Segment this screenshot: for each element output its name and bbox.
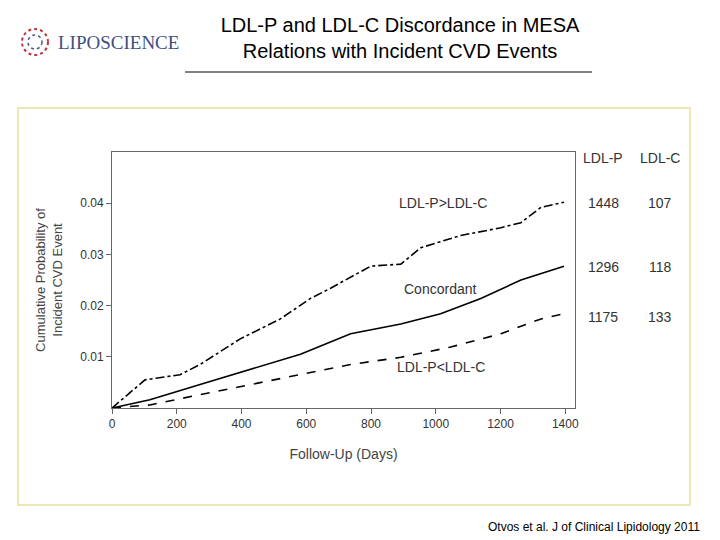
svg-text:133: 133 xyxy=(648,309,672,325)
svg-text:107: 107 xyxy=(648,195,672,211)
svg-text:0: 0 xyxy=(109,417,116,431)
svg-text:1175: 1175 xyxy=(588,309,618,325)
svg-text:1448: 1448 xyxy=(588,195,619,211)
svg-text:Concordant: Concordant xyxy=(404,281,476,297)
svg-text:1200: 1200 xyxy=(487,417,514,431)
svg-text:LIPOSCIENCE: LIPOSCIENCE xyxy=(58,32,179,53)
svg-text:Otvos et al. J of Clinical Lip: Otvos et al. J of Clinical Lipidology 20… xyxy=(488,520,700,534)
svg-text:Follow-Up (Days): Follow-Up (Days) xyxy=(289,446,397,462)
svg-text:0.04: 0.04 xyxy=(80,196,104,210)
svg-text:Cumulative Probability ofIncid: Cumulative Probability ofIncident CVD Ev… xyxy=(33,208,65,352)
svg-text:1296: 1296 xyxy=(588,259,619,275)
svg-text:400: 400 xyxy=(231,417,251,431)
svg-text:LDL-P and LDL-C Discordance in: LDL-P and LDL-C Discordance in MESARelat… xyxy=(221,14,580,62)
svg-text:LDL-P<LDL-C: LDL-P<LDL-C xyxy=(397,359,485,375)
svg-text:LDL-C: LDL-C xyxy=(640,150,680,166)
svg-text:LDL-P: LDL-P xyxy=(583,150,623,166)
svg-text:LDL-P>LDL-C: LDL-P>LDL-C xyxy=(399,195,487,211)
svg-text:0.02: 0.02 xyxy=(80,299,104,313)
svg-text:200: 200 xyxy=(167,417,187,431)
svg-text:0.01: 0.01 xyxy=(80,350,104,364)
svg-text:600: 600 xyxy=(296,417,316,431)
svg-text:118: 118 xyxy=(649,259,672,275)
svg-text:0.03: 0.03 xyxy=(80,248,104,262)
svg-text:1000: 1000 xyxy=(422,417,449,431)
svg-text:800: 800 xyxy=(361,417,381,431)
svg-text:1400: 1400 xyxy=(552,417,579,431)
